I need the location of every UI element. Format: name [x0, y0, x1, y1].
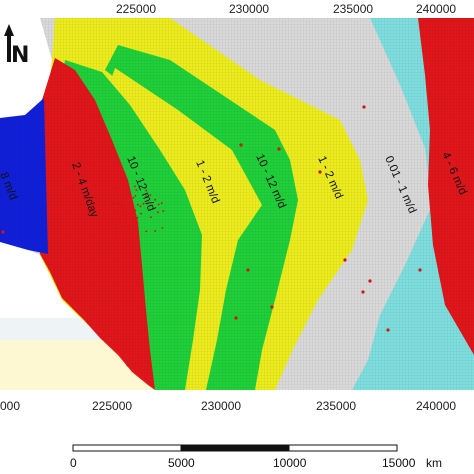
well-point	[134, 185, 136, 188]
scale-segment	[72, 444, 182, 452]
scale-bar: 0 5000 10000 15000 km	[70, 444, 442, 470]
well-point	[246, 268, 250, 272]
well-point	[120, 205, 123, 208]
well-point	[140, 212, 143, 215]
x-tick-bottom: 240000	[416, 399, 456, 413]
north-arrow-letter: N	[11, 43, 29, 68]
well-point	[234, 316, 238, 320]
x-tick-top: 235000	[333, 2, 373, 16]
well-point	[145, 189, 148, 192]
x-tick-bottom: 225000	[92, 399, 132, 413]
well-point	[1, 230, 5, 234]
well-point	[318, 170, 322, 174]
well-point	[154, 230, 157, 232]
scale-label: 10000	[273, 456, 307, 470]
well-point	[149, 194, 152, 197]
well-point	[115, 227, 117, 230]
well-point	[438, 270, 442, 274]
x-tick-top: 240000	[416, 2, 456, 16]
well-point	[123, 221, 126, 224]
well-point	[136, 203, 139, 206]
well-point	[343, 258, 347, 262]
scale-label: 15000	[382, 456, 416, 470]
x-tick-bottom: 235000	[316, 399, 356, 413]
well-point	[270, 305, 274, 309]
well-point	[368, 279, 372, 283]
well-point	[123, 225, 126, 228]
well-point	[115, 186, 118, 189]
scale-label: 5000	[168, 456, 195, 470]
well-cluster	[111, 185, 165, 236]
well-point	[418, 268, 422, 272]
well-point	[132, 196, 135, 199]
well-point	[115, 233, 117, 236]
x-tick-top: 225000	[116, 2, 156, 16]
well-point	[239, 143, 243, 147]
well-point	[117, 202, 120, 205]
well-point	[154, 198, 157, 201]
well-point	[277, 147, 281, 151]
well-point	[111, 202, 114, 205]
well-point	[161, 227, 164, 229]
observation-points	[1, 105, 442, 367]
well-point	[134, 195, 137, 197]
well-point	[134, 209, 137, 212]
well-point	[126, 363, 130, 367]
x-tick-bottom: 230000	[201, 399, 241, 413]
well-point	[151, 204, 154, 207]
well-point	[123, 207, 126, 210]
well-point	[157, 211, 159, 214]
bottom-tick-strip	[0, 392, 474, 414]
well-point	[132, 217, 135, 220]
well-point	[125, 219, 127, 222]
well-point	[361, 290, 365, 294]
x-tick-bottom: 000	[0, 399, 20, 413]
scale-unit: km	[426, 456, 442, 470]
well-point	[157, 203, 160, 206]
north-arrow-icon: N	[4, 24, 29, 68]
well-point	[150, 216, 152, 219]
well-point	[122, 203, 125, 205]
well-point	[386, 328, 390, 332]
scale-label: 0	[70, 456, 77, 470]
well-point	[113, 226, 116, 229]
well-point	[362, 105, 366, 109]
well-point	[136, 216, 139, 219]
model-grid	[0, 18, 474, 390]
well-point	[119, 218, 121, 220]
well-point	[162, 210, 165, 213]
scale-segment	[288, 444, 398, 452]
well-point	[145, 195, 147, 198]
well-point	[160, 202, 163, 205]
well-point	[145, 230, 148, 233]
x-tick-top: 230000	[229, 2, 269, 16]
well-point	[139, 205, 142, 208]
well-point	[134, 227, 137, 229]
well-point	[146, 202, 148, 205]
well-point	[135, 189, 138, 192]
scale-segment	[180, 444, 290, 452]
well-point	[142, 202, 145, 205]
